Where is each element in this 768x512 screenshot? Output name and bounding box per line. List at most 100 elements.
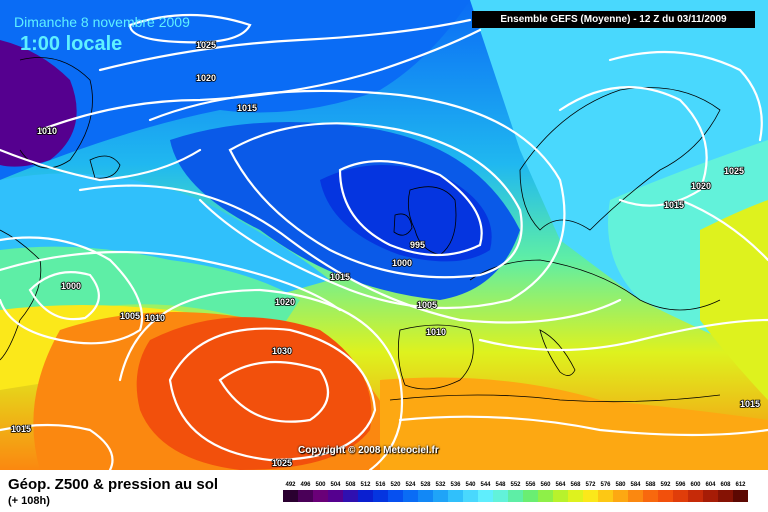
scale-value-label: 564: [555, 482, 566, 488]
iberia-coast: [397, 324, 474, 390]
scale-swatch: [403, 490, 418, 502]
scale-swatch: [613, 490, 628, 502]
scale-value-label: 588: [645, 482, 656, 488]
z500-band-orange-southeast: [380, 377, 768, 470]
isobar: [0, 148, 202, 182]
north-africa-coast: [389, 394, 721, 403]
scale-value-label: 604: [705, 482, 716, 488]
scale-value-label: 556: [525, 482, 536, 488]
isobar: [218, 360, 330, 423]
scale-swatch: [643, 490, 658, 502]
model-run-label: Ensemble GEFS (Moyenne) - 12 Z du 03/11/…: [472, 11, 755, 28]
scale-swatch: [433, 490, 448, 502]
scale-value-label: 600: [690, 482, 701, 488]
isobar-label: 1025: [196, 40, 216, 50]
scale-swatch: [628, 490, 643, 502]
scale-swatch: [328, 490, 343, 502]
scale-swatch: [553, 490, 568, 502]
isobar: [678, 198, 768, 262]
isobar: [228, 122, 523, 279]
scale-value-label: 552: [510, 482, 521, 488]
scale-swatch: [343, 490, 358, 502]
isobar: [0, 236, 144, 345]
legend-bar: Géop. Z500 & pression au sol (+ 108h) 49…: [0, 470, 768, 512]
scale-swatch: [598, 490, 613, 502]
scale-swatch: [568, 490, 583, 502]
scale-swatch: [538, 490, 553, 502]
scale-swatch: [313, 490, 328, 502]
isobar-label: 1015: [664, 200, 684, 210]
scale-value-label: 524: [405, 482, 416, 488]
scale-swatch: [493, 490, 508, 502]
scale-value-label: 544: [480, 482, 491, 488]
scale-swatch: [688, 490, 703, 502]
scale-value-label: 572: [585, 482, 596, 488]
scale-swatch: [448, 490, 463, 502]
isobar-label: 1010: [145, 313, 165, 323]
isobar: [0, 250, 342, 312]
isobar: [0, 423, 114, 470]
scale-swatch: [418, 490, 433, 502]
scale-value-label: 528: [420, 482, 431, 488]
scale-value-label: 580: [615, 482, 626, 488]
z500-band-purple-northwest: [0, 40, 77, 167]
scandinavia-coast: [519, 87, 721, 231]
scale-swatch: [463, 490, 478, 502]
scale-value-label: 592: [660, 482, 671, 488]
isobar-label: 1000: [392, 258, 412, 268]
isobar-label: 1020: [275, 297, 295, 307]
scale-value-label: 612: [735, 482, 746, 488]
isobar-label: 1025: [272, 458, 292, 468]
color-scale-swatches: [283, 490, 748, 502]
scale-swatch: [733, 490, 748, 502]
isobar-label: 1015: [11, 424, 31, 434]
scale-swatch: [478, 490, 493, 502]
scale-value-label: 512: [360, 482, 371, 488]
z500-band-teal-west: [0, 173, 330, 300]
z500-band-green-west: [0, 246, 300, 330]
coastlines: [0, 57, 721, 403]
isobar: [608, 50, 763, 142]
isobar-label: 1015: [330, 272, 350, 282]
scale-value-label: 576: [600, 482, 611, 488]
isobar: [28, 271, 100, 321]
field-title: Géop. Z500 & pression au sol: [8, 476, 219, 493]
scale-value-label: 608: [720, 482, 731, 488]
scale-value-label: 496: [300, 482, 311, 488]
scale-value-label: 568: [570, 482, 581, 488]
color-scale: 492 496 500 504 508 512 516 520 524 528 532 536 540 5…: [283, 480, 748, 502]
weather-map: 1025 1020 1015 1010 995 1000 1015 1005 1…: [0, 0, 768, 470]
isobars: [0, 13, 768, 470]
forecast-local-time: 1:00 locale: [20, 33, 123, 55]
scale-value-label: 560: [540, 482, 551, 488]
scale-swatch: [373, 490, 388, 502]
isobar: [128, 13, 252, 44]
scale-swatch: [358, 490, 373, 502]
ireland-coast: [393, 213, 413, 236]
isobar: [148, 89, 566, 310]
scale-swatch: [673, 490, 688, 502]
isobar-label: 995: [410, 240, 425, 250]
isobar-label: 1000: [61, 281, 81, 291]
copyright-notice: Copyright © 2008 Meteociel.fr: [298, 445, 439, 456]
isobar: [168, 327, 377, 462]
scale-swatch: [718, 490, 733, 502]
isobar-label: 1010: [426, 327, 446, 337]
isobar-label: 1020: [691, 181, 711, 191]
scale-swatch: [658, 490, 673, 502]
iceland-coast: [89, 155, 121, 179]
isobar-label: 1010: [37, 126, 57, 136]
scale-swatch: [388, 490, 403, 502]
scale-value-label: 520: [390, 482, 401, 488]
scale-value-label: 508: [345, 482, 356, 488]
greenland-coast: [19, 57, 93, 169]
scale-value-label: 532: [435, 482, 446, 488]
scale-value-label: 596: [675, 482, 686, 488]
isobar-label: 1005: [120, 311, 140, 321]
scale-value-label: 548: [495, 482, 506, 488]
isobar-label: 1025: [724, 166, 744, 176]
isobar: [558, 86, 708, 207]
isobar-labels: 1025 1020 1015 1010 995 1000 1015 1005 1…: [10, 39, 761, 469]
scale-swatch: [283, 490, 298, 502]
scale-swatch: [508, 490, 523, 502]
